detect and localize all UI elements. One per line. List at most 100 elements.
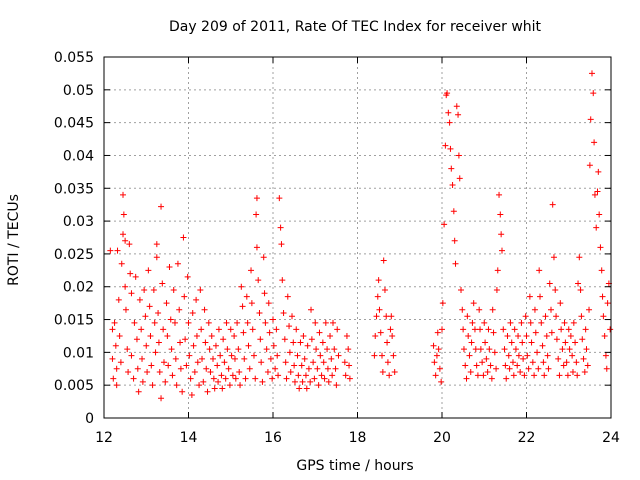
data-point [183,362,190,369]
data-point [243,293,250,300]
data-point [545,365,552,372]
data-point [520,355,527,362]
data-point [345,346,352,353]
data-point [160,359,167,366]
data-point [447,145,454,152]
data-point [138,326,145,333]
data-point [548,306,555,313]
data-point [579,336,586,343]
x-tick-label: 24 [602,430,620,446]
data-point [128,352,135,359]
data-point [151,319,158,326]
data-point [460,346,467,353]
data-point [208,332,215,339]
data-point [460,326,467,333]
data-point [384,339,391,346]
data-point [215,326,222,333]
data-point [519,339,526,346]
data-point [248,300,255,307]
data-point [163,300,170,307]
data-point [167,316,174,323]
x-tick-label: 20 [433,430,451,446]
data-point [381,287,388,294]
data-point [158,203,165,210]
data-point [593,224,600,231]
y-tick-label: 0.035 [54,181,94,197]
data-point [217,352,224,359]
data-point [473,362,480,369]
data-point [320,359,327,366]
data-point [250,352,257,359]
data-point [210,375,217,382]
x-tick-label: 12 [95,430,113,446]
data-point [439,300,446,307]
data-point [531,372,538,379]
data-point [173,382,180,389]
data-point [262,319,269,326]
data-point [449,181,456,188]
y-tick-label: 0.005 [54,378,94,394]
data-point [231,355,238,362]
data-point [139,355,146,362]
data-point [294,352,301,359]
data-point [149,382,156,389]
data-point [474,372,481,379]
data-point [253,211,260,218]
data-point [391,369,398,376]
data-point [509,359,516,366]
data-point [462,362,469,369]
data-point [487,362,494,369]
data-point [556,372,563,379]
data-point [563,359,570,366]
data-point [576,254,583,261]
data-point [264,369,271,376]
data-point [380,257,387,264]
data-point [134,365,141,372]
data-point [139,378,146,385]
data-point [194,359,201,366]
data-point [456,175,463,182]
data-point [286,323,293,330]
data-point [388,313,395,320]
data-point [455,111,462,118]
data-point [452,260,459,267]
data-point [113,382,120,389]
data-point [305,365,312,372]
data-point [434,329,441,336]
data-point [372,332,379,339]
data-point [155,309,162,316]
data-point [535,365,542,372]
data-point [477,346,484,353]
data-point [115,296,122,303]
data-point [146,303,153,310]
data-point [543,332,550,339]
data-point [153,254,160,261]
data-point [569,352,576,359]
data-point [346,362,353,369]
data-point [511,326,518,333]
data-point [162,378,169,385]
data-point [258,359,265,366]
data-point [555,355,562,362]
x-tick-label: 16 [264,430,282,446]
data-point [222,375,229,382]
data-point [107,247,114,254]
data-point [159,280,166,287]
data-point [281,336,288,343]
data-point [269,375,276,382]
data-point [267,355,274,362]
data-point [550,254,557,261]
data-point [210,355,217,362]
data-point [570,319,577,326]
data-point [540,359,547,366]
data-point [329,372,336,379]
data-point [488,375,495,382]
data-point [542,313,549,320]
data-point [501,346,508,353]
data-point [515,352,522,359]
data-point [538,319,545,326]
data-point [280,309,287,316]
data-point [466,352,473,359]
data-point [324,365,331,372]
data-point [215,378,222,385]
